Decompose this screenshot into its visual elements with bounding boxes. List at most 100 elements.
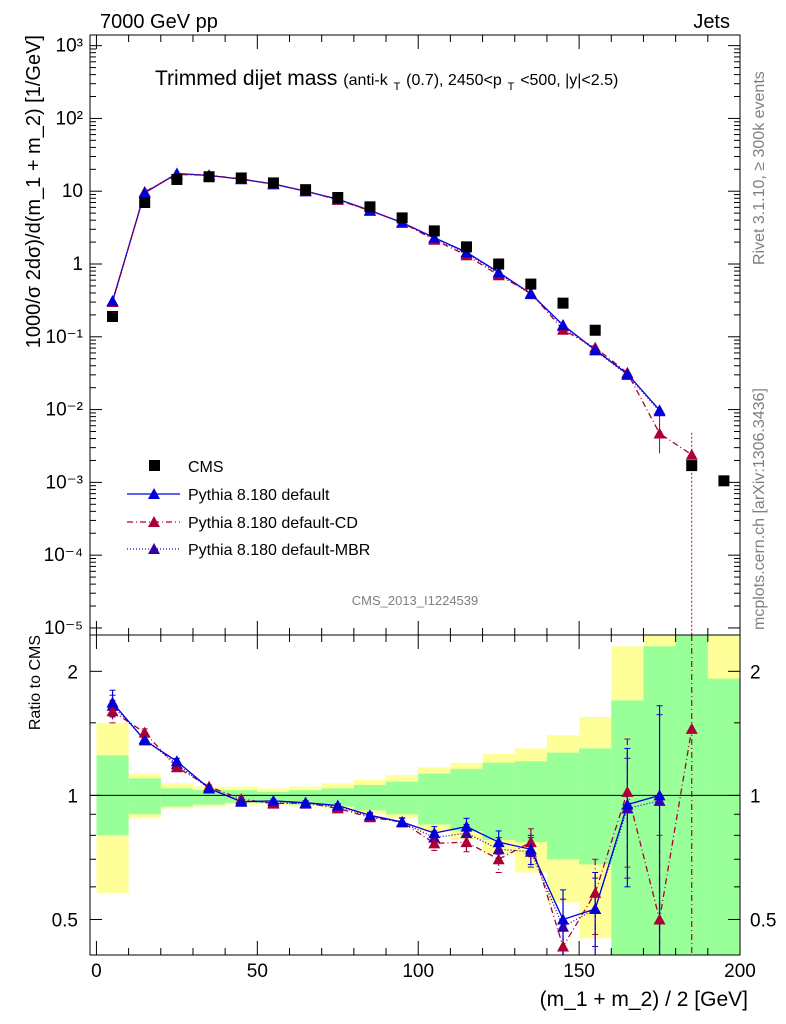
band-inner — [321, 788, 354, 807]
plot-title-sub: (anti-k — [343, 72, 388, 89]
ratio-point — [589, 886, 602, 898]
plot-title-sub-subscript: T — [394, 81, 401, 93]
x-axis-label: (m_1 + m_2) / 2 [GeV] — [540, 988, 748, 1011]
band-inner — [546, 752, 580, 860]
ratio-y-tick-label: 1 — [67, 786, 78, 807]
ratio-y-tick-label: 0.5 — [52, 910, 78, 931]
ratio-y-tick-label: 2 — [67, 662, 78, 683]
ratio-point — [428, 827, 441, 839]
header-right: Jets — [693, 11, 730, 33]
data-point-cms — [686, 460, 698, 472]
ratio-point — [492, 843, 505, 855]
side-label-top: Rivet 3.1.10, ≥ 300k events — [751, 71, 768, 265]
ratio-point — [460, 827, 473, 839]
data-point — [106, 295, 119, 307]
y-tick-label: 10⁻⁵ — [44, 618, 83, 639]
data-point-cms — [396, 212, 408, 224]
data-point-cms — [525, 278, 537, 290]
y-tick-label: 1 — [72, 254, 83, 275]
data-point-cms — [718, 475, 730, 487]
data-point-cms — [267, 177, 279, 189]
ratio-point — [138, 734, 151, 746]
ratio-point — [653, 789, 666, 801]
ratio-point — [524, 836, 537, 848]
x-tick-label: 150 — [563, 961, 595, 982]
data-point — [428, 231, 441, 243]
data-point-cms — [493, 258, 505, 270]
data-point-cms — [235, 172, 247, 184]
band-inner — [386, 781, 419, 815]
data-point — [524, 287, 537, 299]
ratio-plot-frame — [89, 634, 741, 956]
y-tick-label: 10³ — [56, 36, 83, 57]
data-point — [653, 427, 666, 439]
ratio-point — [299, 796, 312, 808]
y-tick-label: 10⁻² — [46, 400, 84, 421]
y-tick-label: 10⁻³ — [46, 472, 84, 493]
band-inner — [707, 678, 740, 955]
header-left: 7000 GeV pp — [100, 11, 218, 33]
plot-title-sub-mid: (0.7), 2450<p — [406, 72, 502, 89]
ratio-point — [170, 755, 183, 767]
data-point-cms — [557, 297, 569, 309]
ratio-point — [203, 782, 216, 794]
plot-title-main: Trimmed dijet mass — [155, 67, 337, 90]
ratio-point — [557, 920, 570, 932]
ratio-point — [138, 726, 151, 738]
ratio-point — [621, 785, 634, 797]
band-inner — [128, 778, 161, 815]
side-label-bottom: mcplots.cern.ch [arXiv:1306.3436] — [751, 388, 768, 630]
y-tick-label: 10² — [56, 108, 83, 129]
y-tick-label: 10⁻¹ — [46, 327, 84, 348]
data-point-cms — [107, 311, 119, 323]
band-inner — [160, 788, 193, 807]
ratio-point — [363, 809, 376, 821]
data-point — [492, 266, 505, 278]
legend-label-cd: Pythia 8.180 default-CD — [188, 515, 358, 532]
band-inner — [192, 790, 226, 805]
ratio-point — [170, 761, 183, 773]
ratio-plot-layer: 0.5 0.5 1 1 2 2 0 50 100 150 200 — [52, 634, 776, 982]
band-inner — [579, 748, 612, 865]
x-tick-label: 0 — [91, 961, 102, 982]
main-y-axis-label: 1000/σ 2dσ)/d(m_1 + m_2) [1/GeV] — [23, 35, 45, 348]
ratio-point — [492, 836, 505, 848]
ratio-point — [460, 820, 473, 832]
data-point — [589, 343, 602, 355]
data-point — [621, 367, 634, 379]
ratio-point — [460, 836, 473, 848]
x-tick-label: 200 — [724, 961, 756, 982]
data-point-cms — [589, 324, 601, 336]
x-tick-label: 100 — [402, 961, 434, 982]
data-point — [138, 186, 151, 198]
y-tick-label: 10 — [62, 181, 83, 202]
ratio-point — [557, 913, 570, 925]
main-plot-layer: 10⁻⁵ 10⁻⁴ 10⁻³ 10⁻² 10⁻¹ 1 10 10² 10³ — [44, 35, 741, 639]
ratio-point — [492, 853, 505, 865]
data-point-cms — [139, 196, 151, 208]
data-point — [557, 319, 570, 331]
x-tick-label: 50 — [247, 961, 268, 982]
ratio-point — [331, 799, 344, 811]
legend-marker-cd — [148, 516, 160, 527]
data-point — [653, 404, 666, 416]
ratio-point — [106, 705, 119, 717]
data-point-cms — [332, 191, 344, 203]
data-point-cms — [300, 184, 312, 196]
ratio-point — [621, 798, 634, 810]
ratio-y-tick-label-right: 0.5 — [750, 910, 776, 931]
series-line — [111, 173, 661, 412]
legend-marker-default — [148, 488, 160, 499]
legend-label-mbr: Pythia 8.180 default-MBR — [188, 542, 370, 559]
ratio-point — [235, 795, 248, 807]
ratio-y-tick-label-right: 2 — [750, 662, 761, 683]
band-inner — [353, 784, 387, 811]
data-point-cms — [428, 225, 440, 237]
ratio-point — [653, 913, 666, 925]
data-point-cms — [171, 173, 183, 185]
ratio-point — [396, 815, 409, 827]
series-line — [111, 172, 661, 411]
legend-label-default: Pythia 8.180 default — [188, 487, 330, 504]
data-point-cms — [460, 241, 472, 253]
